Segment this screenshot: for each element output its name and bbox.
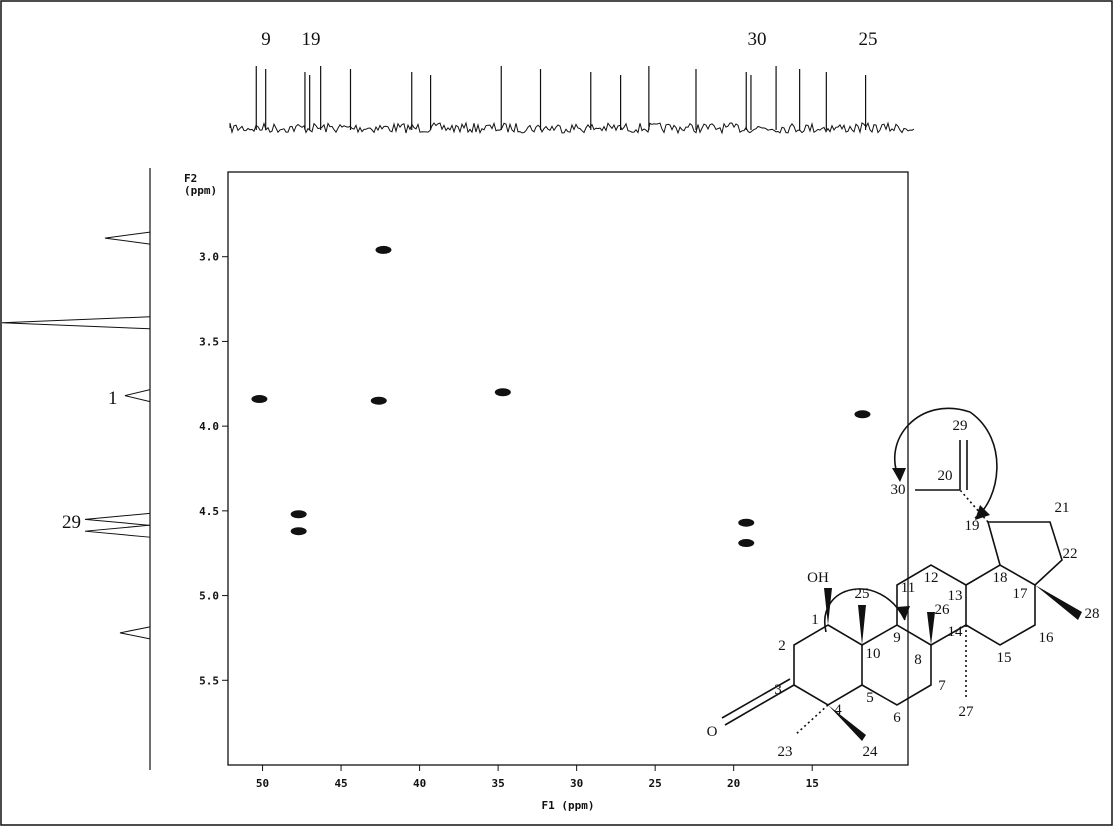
atom-label: 22 bbox=[1063, 546, 1078, 562]
arrowhead bbox=[975, 505, 990, 520]
x-tick-label: 45 bbox=[334, 777, 347, 790]
atom-label: 3 bbox=[774, 682, 782, 698]
plot-frame bbox=[227, 171, 909, 766]
atom-label: 5 bbox=[866, 690, 874, 706]
atom-label: 4 bbox=[834, 702, 842, 718]
atom-label: 23 bbox=[778, 744, 793, 760]
x-tick-label: 15 bbox=[806, 777, 819, 790]
atom-label: 27 bbox=[959, 704, 975, 720]
left-peak-label: 1 bbox=[108, 388, 118, 409]
hash-20 bbox=[959, 489, 989, 523]
atom-label: 13 bbox=[948, 588, 963, 604]
atom-label: 1 bbox=[811, 612, 819, 628]
hmbc-arrow-1-9 bbox=[823, 588, 906, 633]
atom-label: 8 bbox=[914, 652, 922, 668]
x-tick-label: 35 bbox=[491, 777, 504, 790]
carbonyl bbox=[724, 684, 795, 726]
y-tick-label: 3.0 bbox=[199, 251, 219, 264]
left-peak bbox=[104, 231, 151, 245]
atom-label: 19 bbox=[965, 518, 980, 534]
atom-label: 10 bbox=[866, 646, 881, 662]
cross-peak bbox=[854, 410, 871, 419]
y-tick-label: 5.0 bbox=[199, 590, 219, 603]
atom-label: 25 bbox=[855, 586, 870, 602]
y-tick-label: 4.5 bbox=[199, 505, 219, 518]
cross-peak bbox=[370, 396, 387, 405]
atom-label: 24 bbox=[863, 744, 879, 760]
atom-label: 15 bbox=[997, 650, 1012, 666]
cross-peak bbox=[290, 527, 307, 536]
cross-peak bbox=[738, 539, 755, 548]
atom-label: O bbox=[707, 724, 718, 740]
atom-label: 18 bbox=[993, 570, 1008, 586]
ring-c bbox=[896, 564, 967, 646]
atom-label: OH bbox=[807, 570, 829, 586]
ring-b bbox=[861, 624, 932, 706]
cross-peak bbox=[494, 388, 511, 397]
x-tick-label: 50 bbox=[256, 777, 269, 790]
atom-label: 16 bbox=[1039, 630, 1055, 646]
top-peak-label: 9 bbox=[261, 29, 271, 50]
left-peak bbox=[124, 389, 151, 403]
atom-label: 26 bbox=[935, 602, 951, 618]
atom-label: 30 bbox=[891, 482, 906, 498]
ring-a bbox=[793, 624, 863, 706]
cross-peak bbox=[251, 395, 268, 404]
top-peak-label: 25 bbox=[859, 29, 878, 50]
carbonyl-2 bbox=[721, 678, 791, 719]
atom-label: 17 bbox=[1013, 586, 1029, 602]
x-tick-label: 40 bbox=[413, 777, 426, 790]
atom-label: 7 bbox=[938, 678, 946, 694]
atom-label: 21 bbox=[1055, 500, 1070, 516]
left-peak bbox=[1, 316, 151, 330]
y-tick-label: 3.5 bbox=[199, 335, 219, 348]
atom-label: 28 bbox=[1085, 606, 1100, 622]
wedge-28 bbox=[1035, 585, 1082, 620]
y-axis-label: (ppm) bbox=[184, 184, 217, 197]
left-peak bbox=[119, 626, 151, 640]
left-peak-label: 29 bbox=[62, 512, 81, 533]
left-peak bbox=[84, 512, 151, 526]
top-peak-label: 19 bbox=[302, 29, 321, 50]
left-peak bbox=[84, 524, 151, 538]
cross-peak bbox=[290, 510, 307, 519]
arrowhead bbox=[892, 468, 906, 482]
hmbc-arrow-29-30 bbox=[894, 407, 971, 481]
top-baseline bbox=[229, 121, 915, 135]
ring-e bbox=[986, 521, 1063, 586]
atom-label: 9 bbox=[893, 630, 901, 646]
wedge-25 bbox=[858, 605, 866, 645]
y-tick-label: 5.5 bbox=[199, 674, 219, 687]
atom-label: 12 bbox=[924, 570, 939, 586]
atom-label: 2 bbox=[778, 638, 786, 654]
top-peak-label: 30 bbox=[748, 29, 767, 50]
cross-peak bbox=[375, 245, 392, 254]
atom-label: 20 bbox=[938, 468, 953, 484]
arrowhead bbox=[896, 606, 910, 620]
atom-label: 14 bbox=[948, 624, 964, 640]
cross-peak bbox=[738, 518, 755, 527]
x-tick-label: 25 bbox=[649, 777, 662, 790]
hash-23 bbox=[794, 704, 829, 736]
atom-label: 29 bbox=[953, 418, 968, 434]
hmbc-arrow-29-19 bbox=[969, 411, 998, 519]
wedge-24 bbox=[828, 705, 866, 741]
x-tick-label: 20 bbox=[727, 777, 740, 790]
atom-label: 6 bbox=[893, 710, 901, 726]
x-tick-label: 30 bbox=[570, 777, 583, 790]
y-axis-label: F2 bbox=[184, 172, 197, 185]
y-tick-label: 4.0 bbox=[199, 420, 219, 433]
x-axis-label: F1 (ppm) bbox=[542, 799, 595, 812]
wedge-26 bbox=[927, 612, 935, 645]
ring-d bbox=[965, 564, 1036, 646]
